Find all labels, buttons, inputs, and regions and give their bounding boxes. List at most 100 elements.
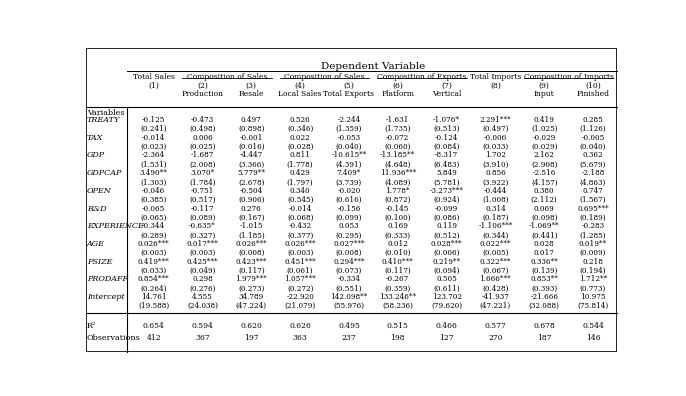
Text: Total Exports: Total Exports	[324, 90, 375, 98]
Text: (0.065): (0.065)	[141, 214, 167, 222]
Text: -2.516: -2.516	[532, 169, 556, 177]
Text: (6): (6)	[392, 82, 403, 89]
Text: (79.620): (79.620)	[431, 302, 462, 310]
Text: 187: 187	[537, 333, 552, 341]
Text: 0.854***: 0.854***	[138, 275, 169, 283]
Text: (0.005): (0.005)	[482, 249, 508, 257]
Text: 0.423***: 0.423***	[235, 258, 267, 266]
Text: 0.544: 0.544	[582, 322, 604, 330]
Text: 0.505: 0.505	[436, 275, 457, 283]
Text: (0.100): (0.100)	[384, 214, 411, 222]
Text: 0.451***: 0.451***	[284, 258, 316, 266]
Text: (75.814): (75.814)	[578, 302, 608, 310]
Text: (10): (10)	[585, 82, 601, 89]
Text: (0.295): (0.295)	[335, 231, 362, 240]
Text: (1.735): (1.735)	[385, 125, 411, 133]
Text: 123.702: 123.702	[431, 293, 462, 301]
Text: (4): (4)	[295, 82, 305, 89]
Text: (0.010): (0.010)	[384, 249, 411, 257]
Text: (0.008): (0.008)	[238, 249, 265, 257]
Text: (0.117): (0.117)	[384, 267, 411, 275]
Text: 0.027***: 0.027***	[333, 240, 365, 248]
Text: 5.779**: 5.779**	[237, 169, 265, 177]
Text: (0.023): (0.023)	[141, 143, 167, 151]
Text: (0.003): (0.003)	[287, 249, 314, 257]
Text: (47.224): (47.224)	[236, 302, 267, 310]
Text: (0.029): (0.029)	[531, 143, 558, 151]
Text: -41.937: -41.937	[482, 293, 509, 301]
Text: R²: R²	[87, 322, 96, 330]
Text: (4.089): (4.089)	[385, 178, 411, 187]
Text: 5.849: 5.849	[436, 169, 457, 177]
Text: 0.285: 0.285	[582, 116, 604, 124]
Text: -13.185**: -13.185**	[380, 152, 416, 160]
Text: 0.811: 0.811	[289, 152, 311, 160]
Text: 0.053: 0.053	[339, 222, 359, 230]
Text: (2.678): (2.678)	[238, 178, 265, 187]
Text: (4.863): (4.863)	[580, 178, 606, 187]
Text: (0.060): (0.060)	[385, 143, 411, 151]
Text: (0.898): (0.898)	[238, 125, 265, 133]
Text: (0.073): (0.073)	[335, 267, 362, 275]
Text: 0.169: 0.169	[388, 222, 408, 230]
Text: -1.631: -1.631	[386, 116, 410, 124]
Text: (0.068): (0.068)	[287, 214, 314, 222]
Text: 0.747: 0.747	[582, 187, 604, 195]
Text: (0.067): (0.067)	[482, 267, 508, 275]
Text: (0.924): (0.924)	[434, 196, 460, 204]
Text: (0.517): (0.517)	[189, 196, 216, 204]
Text: 7.409*: 7.409*	[337, 169, 361, 177]
Text: PRODAFF: PRODAFF	[87, 275, 128, 283]
Text: -2.244: -2.244	[338, 116, 361, 124]
Text: (2.908): (2.908)	[531, 161, 558, 169]
Text: -2.364: -2.364	[142, 152, 165, 160]
Text: GDP: GDP	[87, 152, 105, 160]
Text: -0.029: -0.029	[532, 134, 556, 142]
Text: (5.781): (5.781)	[434, 178, 460, 187]
Text: Intercept: Intercept	[87, 293, 125, 301]
Text: -0.020: -0.020	[338, 187, 361, 195]
Text: -8.317: -8.317	[435, 152, 458, 160]
Text: (0.084): (0.084)	[434, 143, 460, 151]
Text: (0.906): (0.906)	[238, 196, 265, 204]
Text: 1.979***: 1.979***	[235, 275, 268, 283]
Text: (32.088): (32.088)	[529, 302, 560, 310]
Text: (0.033): (0.033)	[141, 267, 167, 275]
Text: 367: 367	[196, 333, 210, 341]
Text: (1.531): (1.531)	[141, 161, 167, 169]
Text: (1.567): (1.567)	[580, 196, 606, 204]
Text: (3): (3)	[246, 82, 257, 89]
Text: (0.333): (0.333)	[385, 231, 411, 240]
Text: (19.588): (19.588)	[138, 302, 169, 310]
Text: (0.241): (0.241)	[141, 125, 167, 133]
Text: -0.117: -0.117	[191, 205, 214, 213]
Text: AGE: AGE	[87, 240, 105, 248]
Text: (4.648): (4.648)	[385, 161, 411, 169]
Text: (2.008): (2.008)	[189, 161, 216, 169]
Text: (0.545): (0.545)	[287, 196, 314, 204]
Text: (1.025): (1.025)	[531, 125, 558, 133]
Text: (5.679): (5.679)	[580, 161, 606, 169]
Text: 0.577: 0.577	[484, 322, 506, 330]
Text: (0.344): (0.344)	[482, 231, 508, 240]
Text: (0.139): (0.139)	[531, 267, 558, 275]
Text: (8): (8)	[490, 82, 501, 89]
Text: (0.264): (0.264)	[141, 284, 167, 292]
Text: (1.126): (1.126)	[580, 125, 606, 133]
Text: 0.594: 0.594	[191, 322, 213, 330]
Text: 2.162: 2.162	[534, 152, 554, 160]
Text: (3.922): (3.922)	[482, 178, 508, 187]
Text: 0.006: 0.006	[192, 134, 213, 142]
Text: 3.490**: 3.490**	[140, 169, 167, 177]
Text: 0.019**: 0.019**	[579, 240, 607, 248]
Text: (0.512): (0.512)	[434, 231, 460, 240]
Text: 0.466: 0.466	[436, 322, 458, 330]
Text: -1.069**: -1.069**	[529, 222, 560, 230]
Text: Composition of Sales: Composition of Sales	[187, 73, 267, 81]
Text: (0.611): (0.611)	[433, 284, 460, 292]
Text: (0.086): (0.086)	[434, 214, 460, 222]
Text: (0.327): (0.327)	[189, 231, 215, 240]
Text: (4.157): (4.157)	[531, 178, 558, 187]
Text: -0.751: -0.751	[191, 187, 214, 195]
Text: 0.294***: 0.294***	[333, 258, 365, 266]
